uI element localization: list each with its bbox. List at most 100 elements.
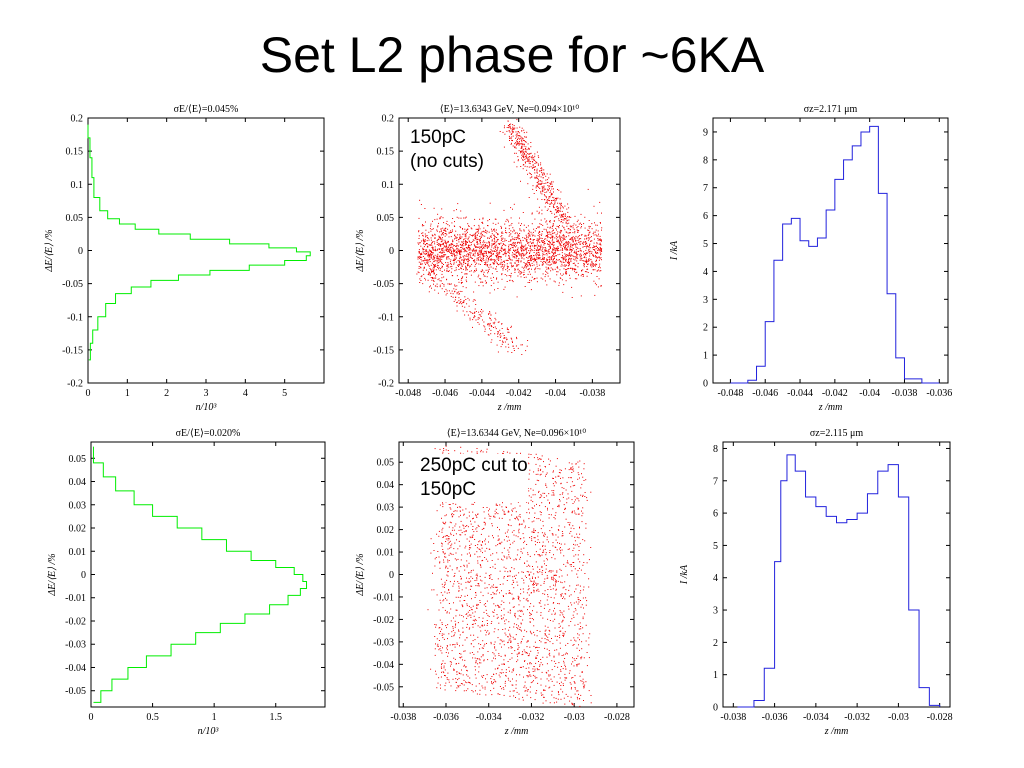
scatter-point (543, 696, 545, 698)
x-tick-label: -0.03 (564, 712, 585, 723)
scatter-point (480, 245, 482, 247)
scatter-point (442, 502, 443, 504)
scatter-point (569, 585, 571, 587)
scatter-point (591, 260, 593, 262)
scatter-point (568, 216, 570, 218)
scatter-point (512, 265, 514, 267)
scatter-point (569, 238, 571, 240)
scatter-point (598, 238, 600, 240)
scatter-point (577, 253, 579, 255)
scatter-point (510, 337, 512, 339)
scatter-point (544, 249, 545, 251)
scatter-point (558, 506, 560, 508)
scatter-point (526, 161, 528, 162)
scatter-point (587, 263, 588, 265)
scatter-point (446, 611, 448, 613)
scatter-point (474, 311, 476, 313)
scatter-point (440, 238, 441, 240)
scatter-point (515, 535, 517, 537)
scatter-point (502, 263, 504, 265)
scatter-point (440, 252, 442, 254)
scatter-point (517, 237, 519, 239)
scatter-point (444, 269, 445, 271)
scatter-point (552, 533, 554, 535)
scatter-point (582, 269, 584, 271)
scatter-point (497, 321, 499, 323)
scatter-point (574, 544, 576, 546)
scatter-point (480, 278, 482, 280)
scatter-point (598, 249, 600, 251)
scatter-point (507, 270, 509, 272)
scatter-point (476, 551, 478, 553)
scatter-point (457, 252, 458, 254)
scatter-point (512, 579, 514, 581)
scatter-point (484, 246, 486, 247)
scatter-point (586, 600, 588, 602)
scatter-point (510, 123, 512, 125)
scatter-point (443, 449, 445, 451)
scatter-point (460, 566, 462, 568)
scatter-point (551, 236, 553, 238)
scatter-point (545, 179, 547, 181)
scatter-point (574, 270, 575, 272)
scatter-point (476, 241, 477, 243)
scatter-point (505, 255, 507, 257)
scatter-point (531, 540, 533, 542)
scatter-point (564, 593, 566, 595)
scatter-point (565, 248, 567, 250)
scatter-point (437, 258, 439, 260)
scatter-point (576, 242, 578, 244)
scatter-point (587, 239, 589, 241)
scatter-point (558, 210, 560, 212)
scatter-point (461, 291, 463, 292)
scatter-point (425, 263, 426, 265)
scatter-point (500, 227, 502, 229)
scatter-point (517, 501, 519, 503)
scatter-point (549, 256, 551, 258)
scatter-point (566, 498, 568, 500)
scatter-point (488, 259, 490, 260)
scatter-point (423, 246, 425, 248)
scatter-point (540, 641, 542, 643)
scatter-point (497, 336, 499, 338)
scatter-point (434, 256, 436, 258)
scatter-point (420, 245, 422, 247)
scatter-point (579, 254, 581, 256)
scatter-point (558, 189, 560, 191)
scatter-point (516, 119, 518, 121)
scatter-point (506, 267, 508, 269)
scatter-point (549, 182, 551, 184)
scatter-point (467, 223, 469, 225)
scatter-point (559, 231, 561, 233)
scatter-point (484, 264, 485, 265)
scatter-point (439, 261, 441, 262)
scatter-point (531, 212, 533, 214)
scatter-point (441, 635, 443, 636)
scatter-point (447, 265, 449, 267)
scatter-point (467, 580, 469, 582)
scatter-point (466, 303, 468, 305)
scatter-point (482, 676, 484, 678)
scatter-point (438, 261, 440, 263)
scatter-point (419, 282, 421, 283)
scatter-point (473, 254, 475, 256)
scatter-point (436, 283, 438, 285)
scatter-point (575, 256, 577, 258)
scatter-point (434, 238, 436, 239)
scatter-point (446, 249, 448, 251)
scatter-point (576, 246, 578, 248)
scatter-point (460, 583, 462, 585)
scatter-point (440, 256, 442, 258)
scatter-point (526, 253, 527, 255)
scatter-point (537, 178, 539, 180)
scatter-point (450, 263, 452, 265)
scatter-point (527, 600, 529, 602)
scatter-point (543, 183, 545, 184)
scatter-point (454, 256, 456, 258)
scatter-point (506, 263, 508, 265)
scatter-point (511, 136, 513, 138)
scatter-point (508, 125, 510, 127)
scatter-point (436, 274, 438, 276)
scatter-point (434, 260, 436, 262)
scatter-point (477, 255, 479, 256)
